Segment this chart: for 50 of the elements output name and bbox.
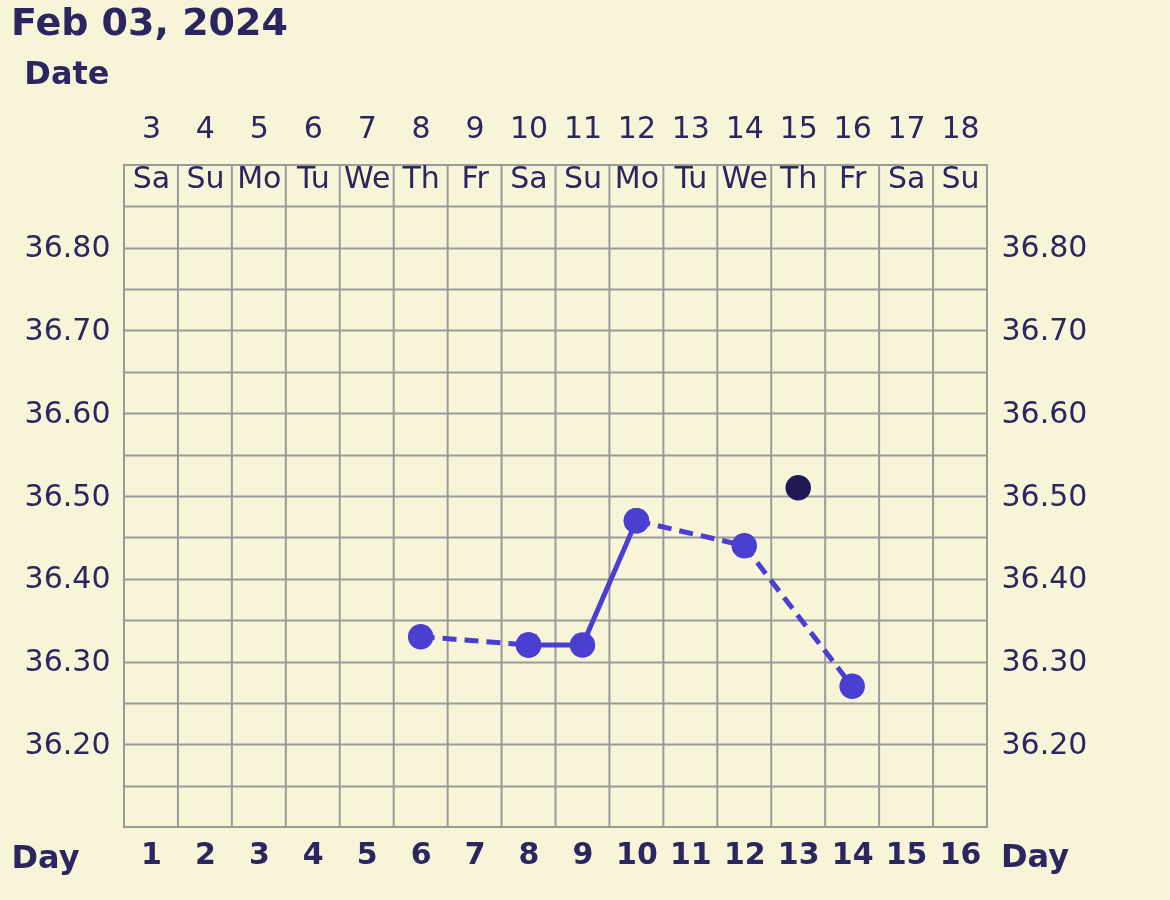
x2-tick-label: 11 Su — [563, 109, 603, 195]
x2-tick-label: 9 Fr — [461, 109, 490, 195]
x-tick-label: 11 — [669, 835, 712, 871]
y-tick-label: 36.70 — [24, 312, 111, 347]
x2-tick-label: 10 Sa — [509, 109, 549, 195]
x-tick-label: 5 — [356, 835, 378, 871]
y-tick-label: 36.80 — [24, 229, 111, 265]
x-tick-label: 7 — [464, 835, 486, 871]
x-tick-label: 6 — [410, 835, 432, 871]
x-tick-label: 1 — [141, 835, 162, 871]
x2-tick-label: 15 Th — [779, 109, 818, 195]
x2-tick-label: 8 Th — [401, 109, 440, 195]
x-tick-label: 14 — [831, 835, 874, 871]
x2-tick-label: 12 Mo — [614, 109, 660, 195]
x-tick-label: 12 — [723, 835, 766, 871]
y2-tick-label: 36.40 — [1001, 560, 1088, 596]
y-tick-label: 36.30 — [24, 643, 111, 678]
x2-axis-title: Date — [24, 53, 110, 92]
x2-tick-label: 17 Sa — [887, 109, 926, 195]
x-tick-label: 2 — [194, 835, 216, 871]
y2-tick-label: 36.30 — [1001, 643, 1088, 678]
text: Day — [1001, 837, 1070, 875]
y-tick-label: 36.50 — [24, 477, 111, 513]
x2-tick-label: 4 Su — [186, 109, 225, 195]
y2-tick-label: 36.80 — [1001, 229, 1088, 265]
y-tick-label: 36.40 — [24, 560, 111, 596]
x2-tick-label: 18 Su — [941, 109, 980, 195]
x-tick-label: 15 — [885, 835, 928, 871]
x2-tick-label: 13 Tu — [671, 109, 710, 195]
x-tick-label: 10 — [616, 835, 658, 871]
x2-tick-label: 5 Mo — [237, 109, 282, 195]
x2-tick-label: 6 Tu — [295, 109, 330, 195]
x-tick-label: 3 — [248, 835, 270, 871]
x2-tick-label: 7 We — [344, 109, 391, 195]
x-tick-label: 9 — [572, 835, 594, 871]
y-tick-label: 36.60 — [24, 394, 111, 430]
y2-tick-label: 36.50 — [1001, 477, 1088, 513]
y-tick-label: 36.20 — [24, 725, 111, 761]
x2-tick-label: 16 Fr — [833, 109, 872, 195]
y2-tick-label: 36.70 — [1001, 312, 1088, 347]
y2-tick-label: 36.60 — [1001, 394, 1088, 430]
x-tick-label: 13 — [777, 835, 820, 871]
x2-tick-label: 14 We — [721, 109, 768, 195]
x-tick-label: 4 — [302, 835, 324, 871]
chart-title: Feb 03, 2024 — [10, 0, 288, 44]
x-tick-label: 16 — [939, 835, 982, 871]
x-tick-label: 8 — [518, 835, 540, 871]
y2-tick-label: 36.20 — [1001, 725, 1088, 761]
x-axis-title: Day — [11, 837, 80, 876]
x2-tick-label: 3 Sa — [132, 109, 171, 195]
